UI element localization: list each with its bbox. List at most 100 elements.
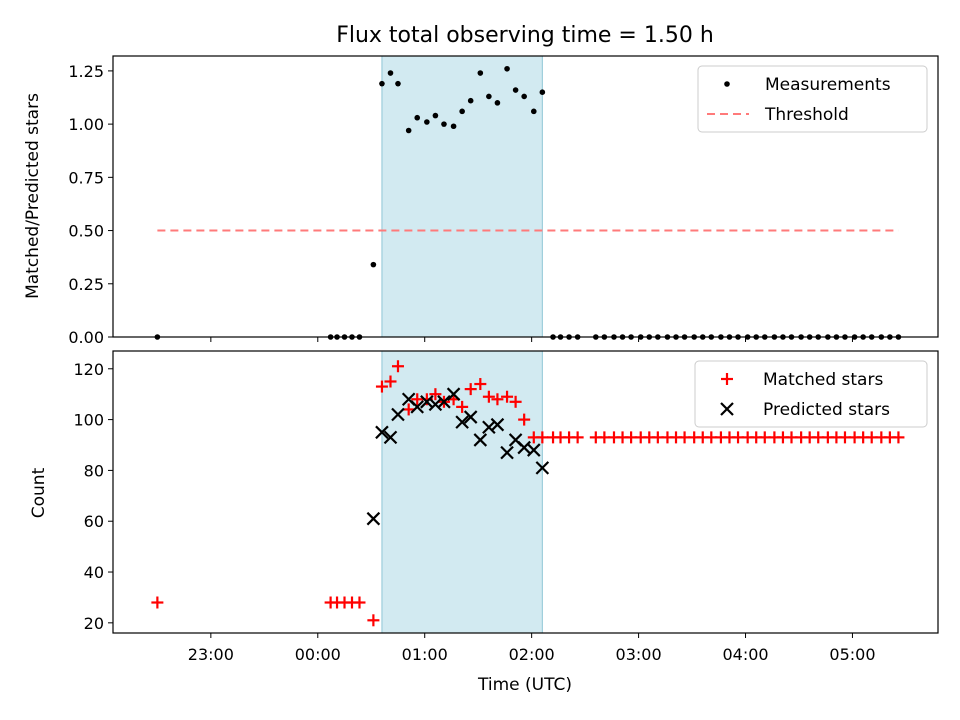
measurement-point [405, 127, 412, 134]
top-axes-frame [112, 55, 939, 338]
predicted-star-point [490, 417, 505, 432]
x-tick-label: 00:00 [295, 645, 341, 664]
chart-title: Flux total observing time = 1.50 h [336, 23, 714, 48]
measurement-point [504, 65, 510, 72]
bottom-y-tick-label: 80 [84, 461, 104, 480]
legend-threshold-label: Threshold [764, 105, 849, 125]
top-y-tick-label: 0.25 [68, 275, 104, 294]
measurement-point [494, 100, 501, 106]
measurement-point [395, 80, 401, 87]
top-legend: Measurements Threshold [697, 65, 928, 133]
x-tick-label: 05:00 [829, 645, 875, 664]
matched-star-point [429, 388, 442, 401]
measurement-point [486, 93, 492, 100]
matched-star-point [456, 400, 469, 413]
matched-star-point [391, 360, 404, 373]
matched-star-point [375, 380, 388, 393]
measurement-point [477, 70, 484, 76]
predicted-star-point [420, 395, 434, 409]
top-y-axis-label: Matched/Predicted stars [23, 93, 43, 299]
legend-measurements-label: Measurements [765, 75, 891, 95]
matched-star-point [892, 431, 905, 444]
bottom-y-tick-label: 120 [73, 360, 104, 379]
matched-star-point [151, 596, 164, 609]
top-y-tick-label: 1.25 [68, 62, 104, 81]
top-observing-span [381, 55, 543, 338]
measurement-point [512, 87, 519, 93]
x-tick-label: 01:00 [402, 645, 448, 664]
measurement-points [154, 65, 902, 340]
matched-star-point [367, 614, 380, 627]
predicted-star-point [366, 511, 381, 526]
top-y-tick-label: 1.00 [68, 115, 104, 134]
predicted-stars-points [366, 387, 550, 526]
matched-star-point [474, 378, 487, 391]
bottom-axes: 20 40 60 80 100 120 23:00 00:00 01:00 02:00 03:00… [29, 350, 939, 695]
predicted-star-point [375, 425, 389, 440]
matched-star-point [518, 413, 531, 426]
top-y-ticks: 0.00 0.25 0.50 0.75 1.00 1.25 [68, 62, 113, 347]
top-axes: 0.00 0.25 0.50 0.75 1.00 1.25 Matched/Predict… [23, 55, 939, 347]
bottom-y-tick-label: 60 [84, 512, 104, 531]
predicted-star-point [482, 420, 496, 434]
matched-star-point [402, 403, 415, 416]
top-y-tick-label: 0.75 [68, 168, 104, 187]
matched-star-point [353, 596, 366, 609]
x-tick-label: 03:00 [616, 645, 662, 664]
matched-star-point [501, 390, 514, 403]
top-y-tick-label: 0.50 [68, 222, 104, 241]
matched-star-point [509, 395, 522, 408]
bottom-legend: Matched stars Predicted stars [694, 360, 928, 428]
bottom-y-tick-label: 100 [73, 411, 104, 430]
predicted-star-point [500, 445, 514, 460]
legend-matched-label: Matched stars [763, 370, 883, 390]
measurement-point [450, 123, 457, 130]
matched-star-point [536, 431, 549, 444]
measurement-point [539, 89, 546, 95]
matched-star-point [384, 375, 397, 388]
bottom-observing-span [381, 350, 543, 634]
predicted-star-point [455, 415, 469, 429]
legend-matched-marker [721, 373, 733, 385]
predicted-star-point [527, 443, 541, 457]
bottom-y-axis-label: Count [29, 467, 49, 518]
bottom-y-tick-label: 40 [84, 563, 104, 582]
predicted-star-point [391, 407, 405, 422]
matched-star-point [482, 390, 495, 403]
bottom-x-ticks: 23:00 00:00 01:00 02:00 03:00 04:00 05:00 [188, 633, 876, 664]
x-axis-label: Time (UTC) [477, 675, 572, 695]
bottom-axes-frame [112, 350, 939, 634]
predicted-star-point [473, 433, 488, 447]
predicted-star-point [446, 387, 461, 401]
predicted-star-point [535, 461, 550, 475]
predicted-star-point [383, 430, 398, 445]
measurement-point [414, 114, 421, 121]
measurement-point [424, 119, 430, 125]
predicted-star-point [517, 440, 531, 455]
x-tick-label: 02:00 [509, 645, 555, 664]
measurement-point [441, 121, 447, 127]
measurement-point [459, 108, 465, 115]
x-tick-label: 04:00 [722, 645, 768, 664]
legend-predicted-label: Predicted stars [763, 400, 890, 420]
measurement-point [432, 112, 439, 119]
measurement-point [370, 261, 377, 268]
measurement-point [530, 108, 537, 115]
matched-star-point [491, 393, 504, 406]
measurement-point [387, 70, 394, 76]
bottom-y-ticks: 20 40 60 80 100 120 [73, 360, 113, 633]
predicted-star-point [463, 410, 478, 424]
predicted-star-point [437, 395, 451, 409]
measurement-point [379, 80, 385, 87]
measurement-point [521, 93, 527, 100]
bottom-y-tick-label: 20 [84, 614, 104, 633]
matched-star-point [464, 383, 477, 396]
matched-star-point [571, 431, 584, 444]
x-tick-label: 23:00 [188, 645, 234, 664]
predicted-star-point [428, 397, 443, 412]
legend-measurements-marker [724, 81, 730, 87]
measurement-point [467, 97, 474, 104]
legend-predicted-marker [720, 402, 734, 416]
top-y-tick-label: 0.00 [68, 328, 104, 347]
